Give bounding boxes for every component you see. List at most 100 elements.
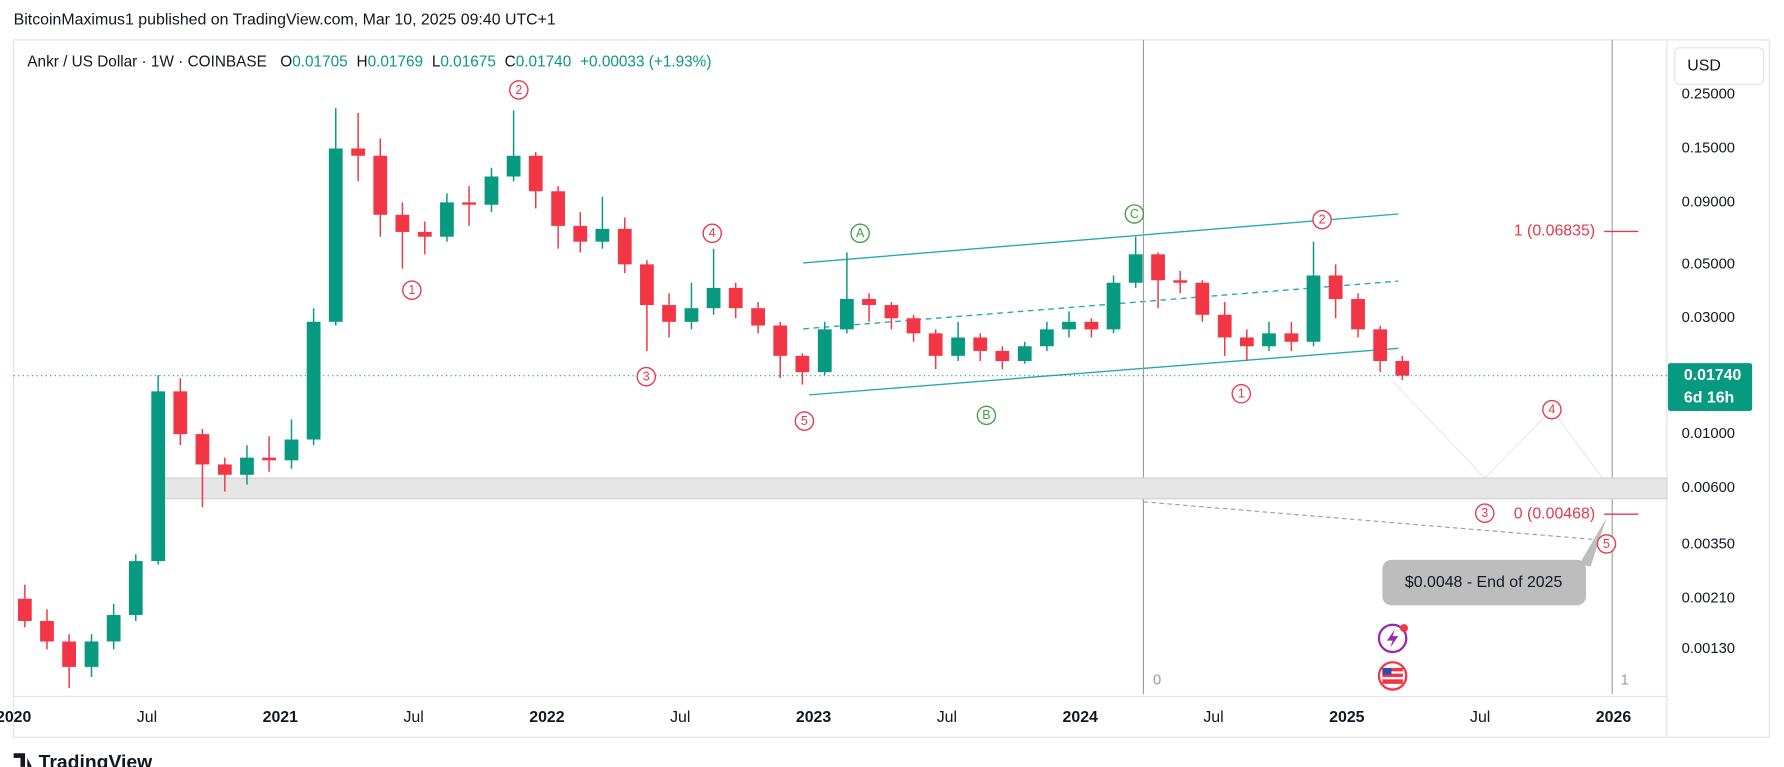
candle-body bbox=[662, 305, 676, 322]
y-tick-label: 0.25000 bbox=[1682, 87, 1735, 103]
candle-body bbox=[1328, 275, 1343, 300]
x-tick-label: 2020 bbox=[0, 709, 31, 726]
channel-lower bbox=[808, 347, 1399, 396]
x-tick-label: Jul bbox=[137, 709, 157, 726]
wave-label: 1 bbox=[1238, 387, 1245, 401]
y-tick-label: 0.03000 bbox=[1682, 310, 1735, 326]
candle-body bbox=[173, 391, 188, 435]
x-tick-label: 2024 bbox=[1063, 709, 1099, 726]
candle-body bbox=[1306, 275, 1321, 342]
y-tick-label: 0.05000 bbox=[1682, 256, 1735, 272]
currency-button[interactable] bbox=[1674, 47, 1765, 85]
flag-stripe bbox=[1382, 671, 1403, 674]
candle-body bbox=[1217, 314, 1232, 338]
candle-body bbox=[706, 287, 721, 309]
y-tick-label: 0.00600 bbox=[1682, 480, 1735, 496]
candle-body bbox=[1062, 321, 1076, 330]
candle-body bbox=[440, 202, 454, 237]
x-tick-label: Jul bbox=[670, 709, 690, 726]
y-tick-label: 0.00350 bbox=[1682, 537, 1735, 553]
candle-body bbox=[351, 148, 366, 156]
candle-body bbox=[17, 598, 32, 622]
candle-body bbox=[1395, 361, 1410, 376]
candle-body bbox=[151, 391, 166, 562]
wave-label: B bbox=[982, 408, 990, 422]
legend: Ankr / US Dollar · 1W · COINBASE O0.0170… bbox=[27, 54, 711, 71]
legend-key: C bbox=[505, 54, 516, 71]
wave-label: 5 bbox=[1603, 537, 1610, 551]
legend-change: +0.00033 (+1.93%) bbox=[580, 54, 711, 71]
candle-body bbox=[995, 350, 1010, 362]
candle-body bbox=[395, 214, 410, 232]
candle-body bbox=[973, 337, 988, 351]
candle-body bbox=[884, 305, 899, 319]
time-cycle-label: 1 bbox=[1621, 672, 1629, 688]
wave-label-ring bbox=[1542, 399, 1562, 420]
candle-body bbox=[1284, 333, 1299, 342]
candle-body bbox=[728, 287, 743, 309]
legend-key: L bbox=[432, 54, 441, 71]
wave-label: A bbox=[856, 226, 865, 240]
candle-body bbox=[240, 457, 254, 475]
candle-body bbox=[1039, 329, 1054, 347]
candle-body bbox=[751, 308, 765, 326]
wave-label: 2 bbox=[1319, 213, 1326, 227]
legend-value: 0.01675 bbox=[440, 54, 495, 71]
x-tick-label: 2025 bbox=[1329, 709, 1365, 726]
wave-label: 5 bbox=[801, 414, 808, 428]
currency[interactable]: USD bbox=[1687, 57, 1721, 74]
wave-label: 3 bbox=[1481, 506, 1488, 520]
legend-value: 0.01769 bbox=[368, 54, 423, 71]
candle-body bbox=[1084, 321, 1099, 330]
channel-upper bbox=[803, 213, 1399, 264]
y-tick-label: 0.00210 bbox=[1682, 591, 1735, 607]
candle-body bbox=[640, 264, 654, 306]
candle-body bbox=[262, 457, 276, 461]
wave-label: C bbox=[1130, 207, 1139, 221]
candle-body bbox=[128, 561, 143, 615]
candle-body bbox=[862, 299, 876, 306]
wave-label-ring bbox=[1596, 534, 1617, 554]
candle-body bbox=[528, 155, 543, 192]
y-tick-label: 0.00130 bbox=[1682, 641, 1735, 657]
candle-body bbox=[62, 641, 77, 667]
trend-projection bbox=[1143, 501, 1607, 542]
wave-label-ring bbox=[850, 223, 870, 244]
candle-body bbox=[217, 464, 232, 475]
wave-label-ring bbox=[794, 411, 815, 431]
candle-body bbox=[1173, 280, 1188, 283]
candle-body bbox=[840, 299, 854, 330]
candle-body bbox=[551, 191, 566, 226]
flag-stripe bbox=[1382, 677, 1403, 680]
legend-key: O bbox=[280, 54, 292, 71]
wave-label-ring bbox=[402, 280, 422, 300]
legend-value: 0.01740 bbox=[516, 54, 571, 71]
candle-body bbox=[306, 321, 321, 440]
candle-body bbox=[195, 434, 210, 465]
candle-body bbox=[928, 333, 943, 356]
price-tag bbox=[1667, 363, 1753, 411]
candle-body bbox=[595, 228, 610, 242]
candle-body bbox=[773, 325, 788, 356]
wave-label-ring bbox=[636, 366, 657, 387]
countdown: 6d 16h bbox=[1684, 390, 1734, 407]
wave-label: 1 bbox=[408, 283, 415, 297]
fib-level-label: 1 (0.06835) bbox=[1514, 223, 1595, 240]
candle-body bbox=[795, 355, 810, 373]
wave-label-ring bbox=[976, 405, 997, 426]
wave-label-ring bbox=[1312, 209, 1332, 230]
event-icon-bolt bbox=[1386, 629, 1399, 648]
callout-pointer bbox=[1579, 517, 1607, 567]
candle-body bbox=[817, 329, 832, 373]
wave-label-ring bbox=[702, 223, 723, 244]
candle-body bbox=[1239, 337, 1254, 347]
y-tick-label: 0.01000 bbox=[1682, 426, 1735, 442]
y-tick-label: 0.09000 bbox=[1682, 194, 1735, 210]
candle-body bbox=[1106, 282, 1121, 330]
overlay: 0.25000 0.15000 0.09000 0.05000 0.03000 0.010… bbox=[0, 80, 1753, 726]
flag-canton bbox=[1382, 667, 1392, 675]
wave-label-ring bbox=[1231, 383, 1252, 404]
callout-box bbox=[1382, 559, 1587, 606]
x-tick-label: 2021 bbox=[263, 709, 299, 726]
candle-body bbox=[284, 439, 299, 461]
